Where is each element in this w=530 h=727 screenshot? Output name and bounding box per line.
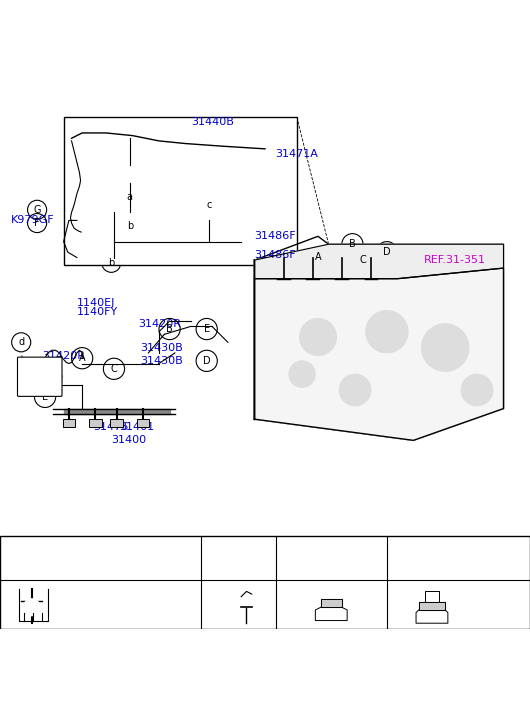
Bar xyxy=(0,536,530,629)
Circle shape xyxy=(289,361,315,387)
Text: 31471A: 31471A xyxy=(276,149,319,159)
Text: a: a xyxy=(13,547,19,558)
Text: A: A xyxy=(315,252,321,262)
Text: B: B xyxy=(166,324,173,334)
Polygon shape xyxy=(254,244,504,278)
Circle shape xyxy=(339,374,371,406)
Circle shape xyxy=(366,310,408,353)
Text: c: c xyxy=(207,199,212,209)
Text: 31430B: 31430B xyxy=(140,342,183,353)
Polygon shape xyxy=(64,409,170,414)
Text: G: G xyxy=(378,342,385,353)
Text: a: a xyxy=(127,191,133,201)
Text: B: B xyxy=(349,239,356,249)
Text: 31476: 31476 xyxy=(93,422,128,432)
Text: 31486U: 31486U xyxy=(331,575,372,585)
Text: E: E xyxy=(204,324,210,334)
Text: 31440B: 31440B xyxy=(191,117,234,127)
Text: 31486F: 31486F xyxy=(254,250,296,260)
Text: C: C xyxy=(360,255,366,265)
Bar xyxy=(110,419,123,427)
Text: 1140EJ: 1140EJ xyxy=(77,297,115,308)
Text: 31430B: 31430B xyxy=(140,356,183,366)
Bar xyxy=(63,419,75,427)
Circle shape xyxy=(421,324,469,371)
Text: E: E xyxy=(42,392,48,402)
Text: b: b xyxy=(211,547,218,558)
Text: d: d xyxy=(397,547,403,558)
Bar xyxy=(89,419,102,427)
Bar xyxy=(64,117,297,265)
Text: 31485B: 31485B xyxy=(106,607,146,616)
Text: 31488A: 31488A xyxy=(244,547,284,558)
Circle shape xyxy=(240,609,253,622)
Text: b: b xyxy=(108,258,114,268)
Text: 31420R: 31420R xyxy=(138,318,181,329)
Text: 31420R: 31420R xyxy=(42,350,85,361)
Circle shape xyxy=(23,599,40,616)
FancyBboxPatch shape xyxy=(17,357,62,396)
Text: K979GF: K979GF xyxy=(11,215,54,225)
Text: F: F xyxy=(34,218,40,228)
Text: b: b xyxy=(127,221,133,230)
Text: d: d xyxy=(18,337,24,348)
Text: 31410P: 31410P xyxy=(21,374,63,385)
Text: REF.31-351: REF.31-351 xyxy=(424,255,486,265)
Text: 1140FY: 1140FY xyxy=(77,307,118,316)
Text: C: C xyxy=(111,364,117,374)
Circle shape xyxy=(299,318,337,356)
Polygon shape xyxy=(321,599,342,607)
Text: 31400: 31400 xyxy=(111,435,146,446)
Text: D: D xyxy=(203,356,210,366)
Text: A: A xyxy=(79,353,85,364)
Text: G: G xyxy=(33,205,41,214)
Circle shape xyxy=(461,374,493,406)
Text: c: c xyxy=(292,547,297,558)
Text: 31488T: 31488T xyxy=(408,547,447,558)
Text: 31486F: 31486F xyxy=(254,231,296,241)
Polygon shape xyxy=(419,602,445,610)
Text: 31401: 31401 xyxy=(119,422,154,432)
Text: 31486L: 31486L xyxy=(305,594,343,604)
Text: D: D xyxy=(383,247,391,257)
Polygon shape xyxy=(254,268,504,441)
Text: F: F xyxy=(376,324,382,334)
Bar xyxy=(137,419,149,427)
Text: 31470S: 31470S xyxy=(80,585,119,595)
